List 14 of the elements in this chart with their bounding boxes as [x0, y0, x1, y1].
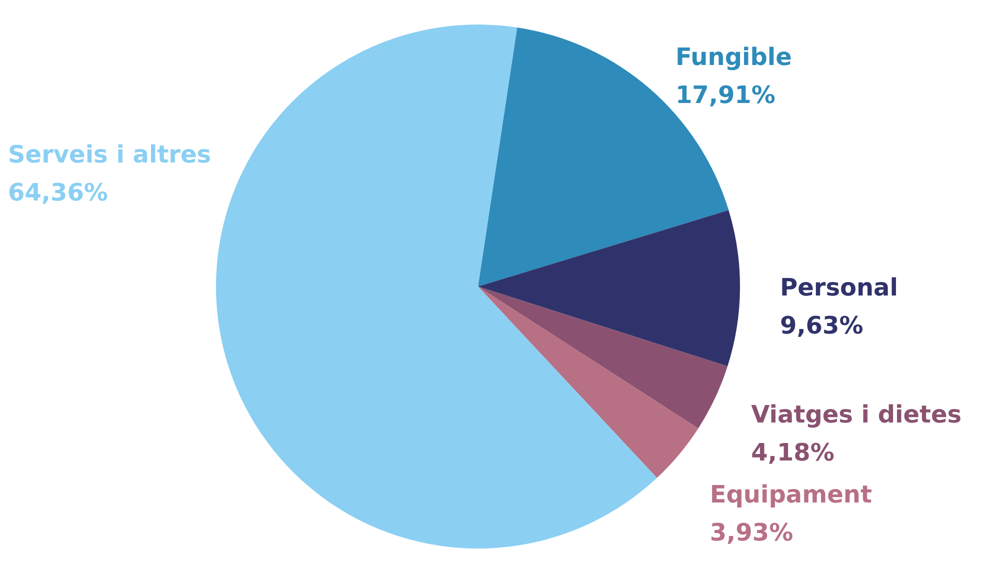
pie-slice	[478, 210, 740, 366]
pie-slice	[478, 286, 698, 478]
pie-slice	[478, 286, 728, 428]
data-label: 9,63%	[780, 312, 864, 340]
data-label: 4,18%	[751, 438, 834, 466]
slice-label: Viatges i dietes	[751, 400, 962, 428]
slice-label: Fungible	[675, 42, 792, 71]
data-label: 3,93%	[710, 518, 794, 546]
slice-label: Equipament	[710, 480, 872, 508]
slice-label: Serveis i altres	[8, 140, 212, 168]
data-label: 17,91%	[675, 80, 776, 109]
slice-label: Personal	[780, 274, 898, 302]
data-label: 64,36%	[8, 178, 108, 206]
pie-slice	[216, 24, 657, 548]
